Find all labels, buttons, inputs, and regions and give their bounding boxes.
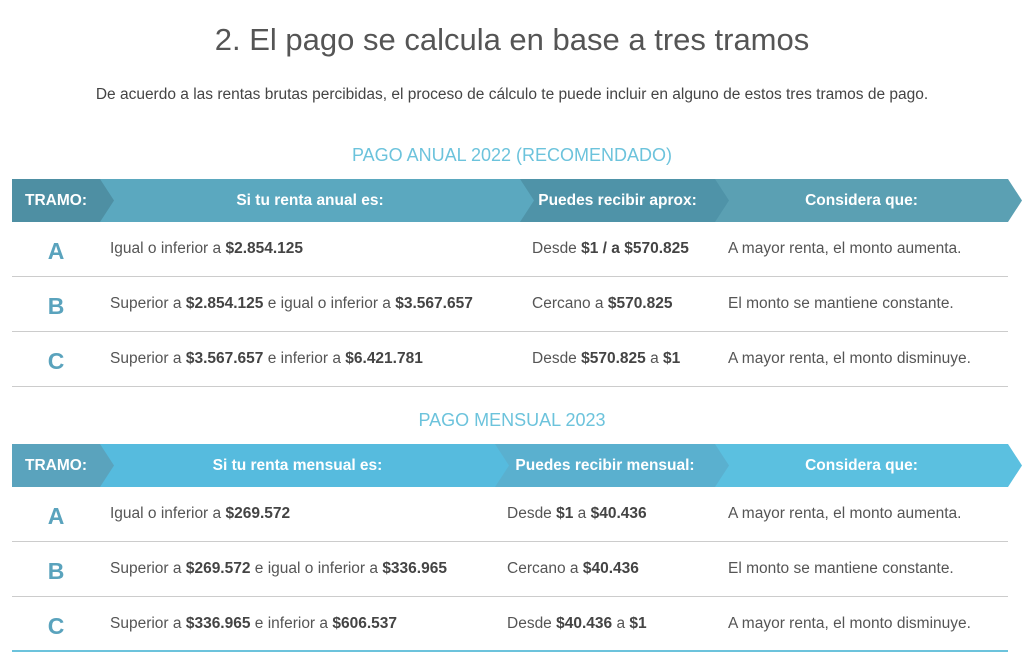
renta-cell: Igual o inferior a $269.572 [110,487,290,541]
amount: $269.572 [225,505,291,522]
text: Superior a [110,295,186,312]
annual-subtitle: PAGO ANUAL 2022 (RECOMENDADO) [351,145,673,165]
renta-cell: Igual o inferior a $2.854.125 [110,222,303,276]
monthly-subtitle: PAGO MENSUAL 2023 [418,410,606,430]
considera-cell: A mayor renta, el monto aumenta. [728,505,962,522]
considera-cell: A mayor renta, el monto aumenta. [728,240,962,257]
monthly-header-recibir: Puedes recibir mensual: [495,444,729,487]
recibir-cell: Desde $1 / a $570.825 [532,222,689,276]
text: e igual o inferior a [263,295,396,312]
annual-header-renta: Si tu renta anual es: [100,179,534,222]
amount: $1 [629,615,647,632]
text: Superior a [110,560,186,577]
tramo-letter: B [47,557,65,584]
text: a [573,505,591,522]
amount: $6.421.781 [345,350,423,367]
amount: $570.825 [581,350,646,367]
amount: $1 [663,350,681,367]
text: Superior a [110,350,186,367]
recibir-cell: Desde $40.436 a $1 [507,597,647,651]
amount: $2.854.125 [225,240,304,257]
text: a [612,615,630,632]
recibir-cell: Cercano a $570.825 [532,277,672,331]
tramo-letter: B [47,292,65,319]
amount: $1 [556,505,574,522]
monthly-header-considera: Considera que: [715,444,1022,487]
annual-header-tramo: TRAMO: [12,179,114,222]
considera-cell: El monto se mantiene constante. [728,295,954,312]
text: Desde [532,240,582,257]
text: a [645,350,664,367]
amount: $336.965 [185,615,251,632]
considera-cell: El monto se mantiene constante. [728,560,954,577]
amount: $606.537 [332,615,397,632]
text: Superior a [110,615,186,632]
considera-cell: A mayor renta, el monto disminuye. [728,350,971,367]
amount: $40.436 [556,615,613,632]
text: Cercano a [507,560,583,577]
renta-cell: Superior a $3.567.657 e inferior a $6.42… [110,332,423,386]
text: Desde [507,615,557,632]
amount: $3.567.657 [395,295,473,312]
monthly-table-row: B Superior a $269.572 e igual o inferior … [12,542,1008,597]
amount: $40.436 [582,560,639,577]
annual-table-row: A Igual o inferior a $2.854.125 Desde $1 /… [12,222,1008,277]
page-title: 2. El pago se calcula en base a tres tra… [214,22,810,57]
text: Desde [507,505,557,522]
considera-cell: A mayor renta, el monto disminuye. [728,615,971,632]
text: e igual o inferior a [250,560,383,577]
tramo-letter: C [47,347,65,374]
text: Desde [532,350,582,367]
tramo-letter: C [47,612,65,639]
annual-header-considera: Considera que: [715,179,1022,222]
renta-cell: Superior a $269.572 e igual o inferior a… [110,542,447,596]
annual-table-row: B Superior a $2.854.125 e igual o inferio… [12,277,1008,332]
renta-cell: Superior a $336.965 e inferior a $606.53… [110,597,397,651]
amount: $336.965 [382,560,447,577]
recibir-cell: Desde $1 a $40.436 [507,487,647,541]
monthly-table-row: A Igual o inferior a $269.572 Desde $1 a $… [12,487,1008,542]
amount: $40.436 [590,505,647,522]
monthly-header-tramo: TRAMO: [12,444,114,487]
text: e inferior a [263,350,346,367]
monthly-header-renta: Si tu renta mensual es: [100,444,509,487]
text: Cercano a [532,295,608,312]
amount: $570.825 [607,295,673,312]
text: Igual o inferior a [110,505,226,522]
annual-table-row: C Superior a $3.567.657 e inferior a $6.4… [12,332,1008,387]
tramo-letter: A [47,502,65,529]
intro-text: De acuerdo a las rentas brutas percibida… [95,86,929,103]
recibir-cell: Cercano a $40.436 [507,542,639,596]
renta-cell: Superior a $2.854.125 e igual o inferior… [110,277,473,331]
amount: $3.567.657 [185,350,264,367]
amount: $1 / a $570.825 [581,240,689,257]
monthly-table-row: C Superior a $336.965 e inferior a $606.5… [12,597,1008,652]
text: e inferior a [250,615,333,632]
amount: $269.572 [185,560,251,577]
annual-header-recibir: Puedes recibir aprox: [520,179,729,222]
tramo-letter: A [47,237,65,264]
text: Igual o inferior a [110,240,226,257]
amount: $2.854.125 [185,295,264,312]
recibir-cell: Desde $570.825 a $1 [532,332,680,386]
